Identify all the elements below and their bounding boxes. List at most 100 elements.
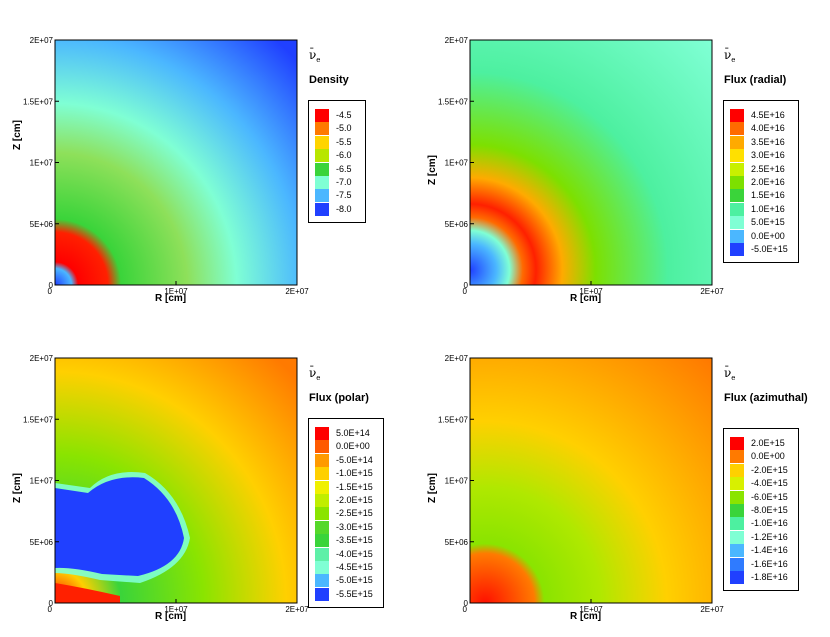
x-axis-label: R [cm] [155,293,187,304]
x-tick-label: 0 [48,605,53,614]
legend-label: 3.0E+16 [751,150,785,161]
legend-swatch [730,189,744,203]
legend-label: -8.0 [336,203,352,214]
axes: 0 1E+07 2E+07 0 5E+06 1E+07 1.5E+07 2E+07 [438,36,724,296]
x-tick-label: 0 [463,605,468,614]
legend-label: -7.5 [336,190,352,201]
legend-swatch [730,202,744,216]
y-tick-label: 0 [49,599,54,608]
color-legend: 2.0E+15 0.0E+00 -2.0E+15 -4.0E+15 -6.0E+15 -8… [723,428,799,592]
panel-flux-polar: 0 1E+07 2E+07 0 5E+06 1E+07 1.5E+07 2E+07 ¯ νe F… [0,318,415,636]
y-tick-label: 2E+07 [445,354,469,363]
legend-swatch [315,520,329,534]
legend-label: -4.0E+15 [751,478,788,489]
legend-label: 1.0E+16 [751,203,785,214]
y-tick-label: 1.5E+07 [438,415,469,424]
legend-label: -5.0E+15 [336,575,373,586]
x-tick-label: 1E+07 [164,287,188,296]
legend-label: -5.0E+14 [336,454,373,465]
y-tick-label: 2E+07 [445,36,469,45]
chart-title: Density [309,74,349,86]
legend-label: -5.5 [336,136,352,147]
legend-label: -2.5E+15 [336,508,373,519]
legend-swatch [315,467,329,481]
legend-swatch [315,427,329,440]
legend-swatch [730,216,744,230]
plot-flux-azimuthal: 0 1E+07 2E+07 0 5E+06 1E+07 1.5E+07 2E+07 [438,354,724,614]
positive-region [55,583,120,603]
y-tick-label: 0 [464,281,469,290]
x-tick-label: 0 [463,287,468,296]
y-tick-label: 1E+07 [30,477,54,486]
legend-label: -1.6E+16 [751,558,788,569]
legend-swatch [730,517,744,531]
x-axis-label: R [cm] [570,611,602,622]
legend-label: -3.0E+15 [336,521,373,532]
legend-swatch [315,440,329,454]
axes: 0 1E+07 2E+07 0 5E+06 1E+07 1.5E+07 2E+07 [23,36,309,296]
y-tick-label: 0 [49,281,54,290]
y-tick-label: 1.5E+07 [23,97,54,106]
y-axis-label: Z [cm] [12,120,23,150]
x-tick-label: 0 [48,287,53,296]
y-tick-label: 0 [464,599,469,608]
legend-swatch [730,557,744,571]
axes: 0 1E+07 2E+07 0 5E+06 1E+07 1.5E+07 2E+07 [438,354,724,614]
x-tick-label: 2E+07 [700,605,724,614]
legend-label: -8.0E+15 [751,505,788,515]
legend-swatch [315,561,329,574]
chart-title: Flux (radial) [724,74,787,86]
legend-label: -5.5E+15 [336,588,373,599]
legend-label: 3.5E+16 [751,136,785,147]
legend-label: 4.5E+16 [751,110,785,120]
y-tick-label: 2E+07 [30,354,54,363]
legend-swatch [315,574,329,588]
legend-label: -2.0E+15 [751,464,788,475]
legend-label: -5.0E+15 [751,244,788,254]
y-tick-label: 2E+07 [30,36,54,45]
legend-label: -1.2E+16 [751,531,788,542]
legend-label: -1.5E+15 [336,481,373,492]
y-tick-label: 5E+06 [30,220,54,229]
x-tick-label: 2E+07 [285,605,309,614]
legend-swatch [730,463,744,477]
legend-swatch [730,477,744,491]
chart-title: Flux (polar) [309,392,369,404]
variable-symbol: ¯ νe [724,364,736,382]
legend-label: 2.0E+15 [751,438,785,448]
legend-swatch [315,109,329,122]
x-tick-label: 2E+07 [285,287,309,296]
legend-swatch [730,490,744,504]
y-tick-label: 1E+07 [445,477,469,486]
legend-swatch [315,480,329,494]
axes: 0 1E+07 2E+07 0 5E+06 1E+07 1.5E+07 2E+07 [23,354,309,614]
y-tick-label: 5E+06 [445,220,469,229]
x-tick-label: 1E+07 [579,287,603,296]
legend-label: -5.0 [336,123,352,134]
heatmap-field [55,40,297,285]
legend-label: 0.0E+00 [751,451,785,462]
color-legend: -4.5 -5.0 -5.5 -6.0 -6.5 -7.0 -7.5 -8.0 [308,100,366,224]
y-axis-label: Z [cm] [427,473,438,503]
chart-title: Flux (azimuthal) [724,392,808,404]
y-tick-label: 1E+07 [445,159,469,168]
legend-swatch [730,176,744,189]
legend-label: -1.0E+15 [336,468,373,479]
legend-swatch [315,176,329,189]
legend-swatch [315,453,329,467]
legend-swatch [730,243,744,256]
legend-label: -2.0E+15 [336,495,373,505]
legend-label: 5.0E+15 [751,217,785,228]
x-tick-label: 1E+07 [164,605,188,614]
y-axis-label: Z [cm] [12,473,23,503]
legend-label: 4.0E+16 [751,123,785,134]
legend-swatch [315,202,329,216]
legend-swatch [730,504,744,517]
legend-swatch [730,571,744,584]
legend-swatch [315,162,329,176]
legend-swatch [315,135,329,149]
negative-region [55,477,184,576]
legend-label: -6.0E+15 [751,491,788,502]
x-axis-label: R [cm] [155,611,187,622]
legend-swatch [730,450,744,464]
